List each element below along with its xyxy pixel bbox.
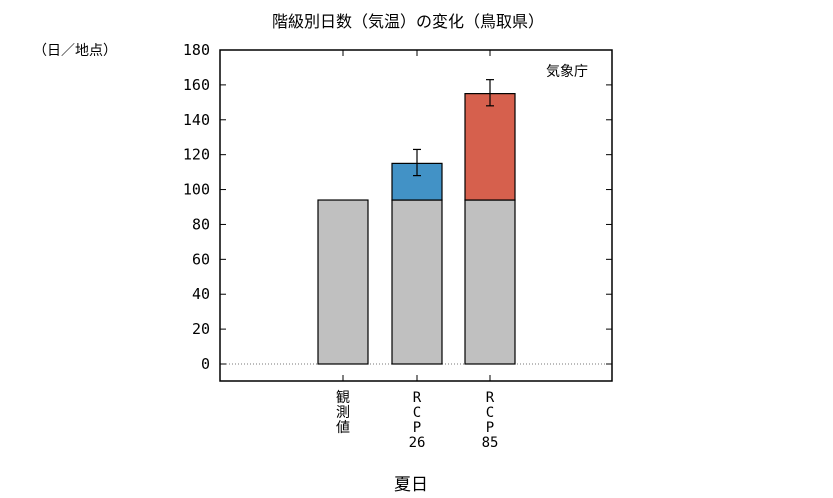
y-tick-label: 120 — [183, 146, 210, 164]
x-category-label: 値 — [336, 420, 350, 436]
x-axis-label: 夏日 — [394, 475, 428, 495]
bar-base — [317, 199, 369, 365]
y-tick-label: 60 — [192, 250, 210, 268]
x-category-label: R — [486, 390, 495, 406]
y-tick-label: 40 — [192, 285, 210, 303]
y-tick-label: 100 — [183, 181, 210, 199]
x-category-label: P — [413, 420, 421, 436]
source-label: 気象庁 — [546, 64, 588, 80]
x-category-label: 測 — [336, 405, 350, 421]
y-tick-label: 80 — [192, 215, 210, 233]
x-category-label: 観 — [336, 389, 350, 406]
y-tick-label: 160 — [183, 76, 210, 94]
x-category-label: C — [413, 405, 421, 421]
bar-base — [391, 199, 443, 365]
y-tick-label: 20 — [192, 320, 210, 338]
y-tick-label: 180 — [183, 41, 210, 59]
y-unit-label: （日／地点） — [33, 43, 117, 59]
chart-title: 階級別日数（気温）の変化（鳥取県） — [272, 12, 544, 31]
x-category-label: P — [486, 420, 494, 436]
bar-base — [464, 199, 516, 365]
y-tick-label: 0 — [201, 355, 210, 373]
x-category-label: 26 — [409, 435, 426, 451]
plot-frame — [219, 49, 613, 382]
x-category-label: C — [486, 405, 494, 421]
x-category-label: 85 — [482, 435, 499, 451]
x-category-label: R — [413, 390, 422, 406]
y-tick-label: 140 — [183, 111, 210, 129]
bar-increase — [464, 93, 516, 201]
